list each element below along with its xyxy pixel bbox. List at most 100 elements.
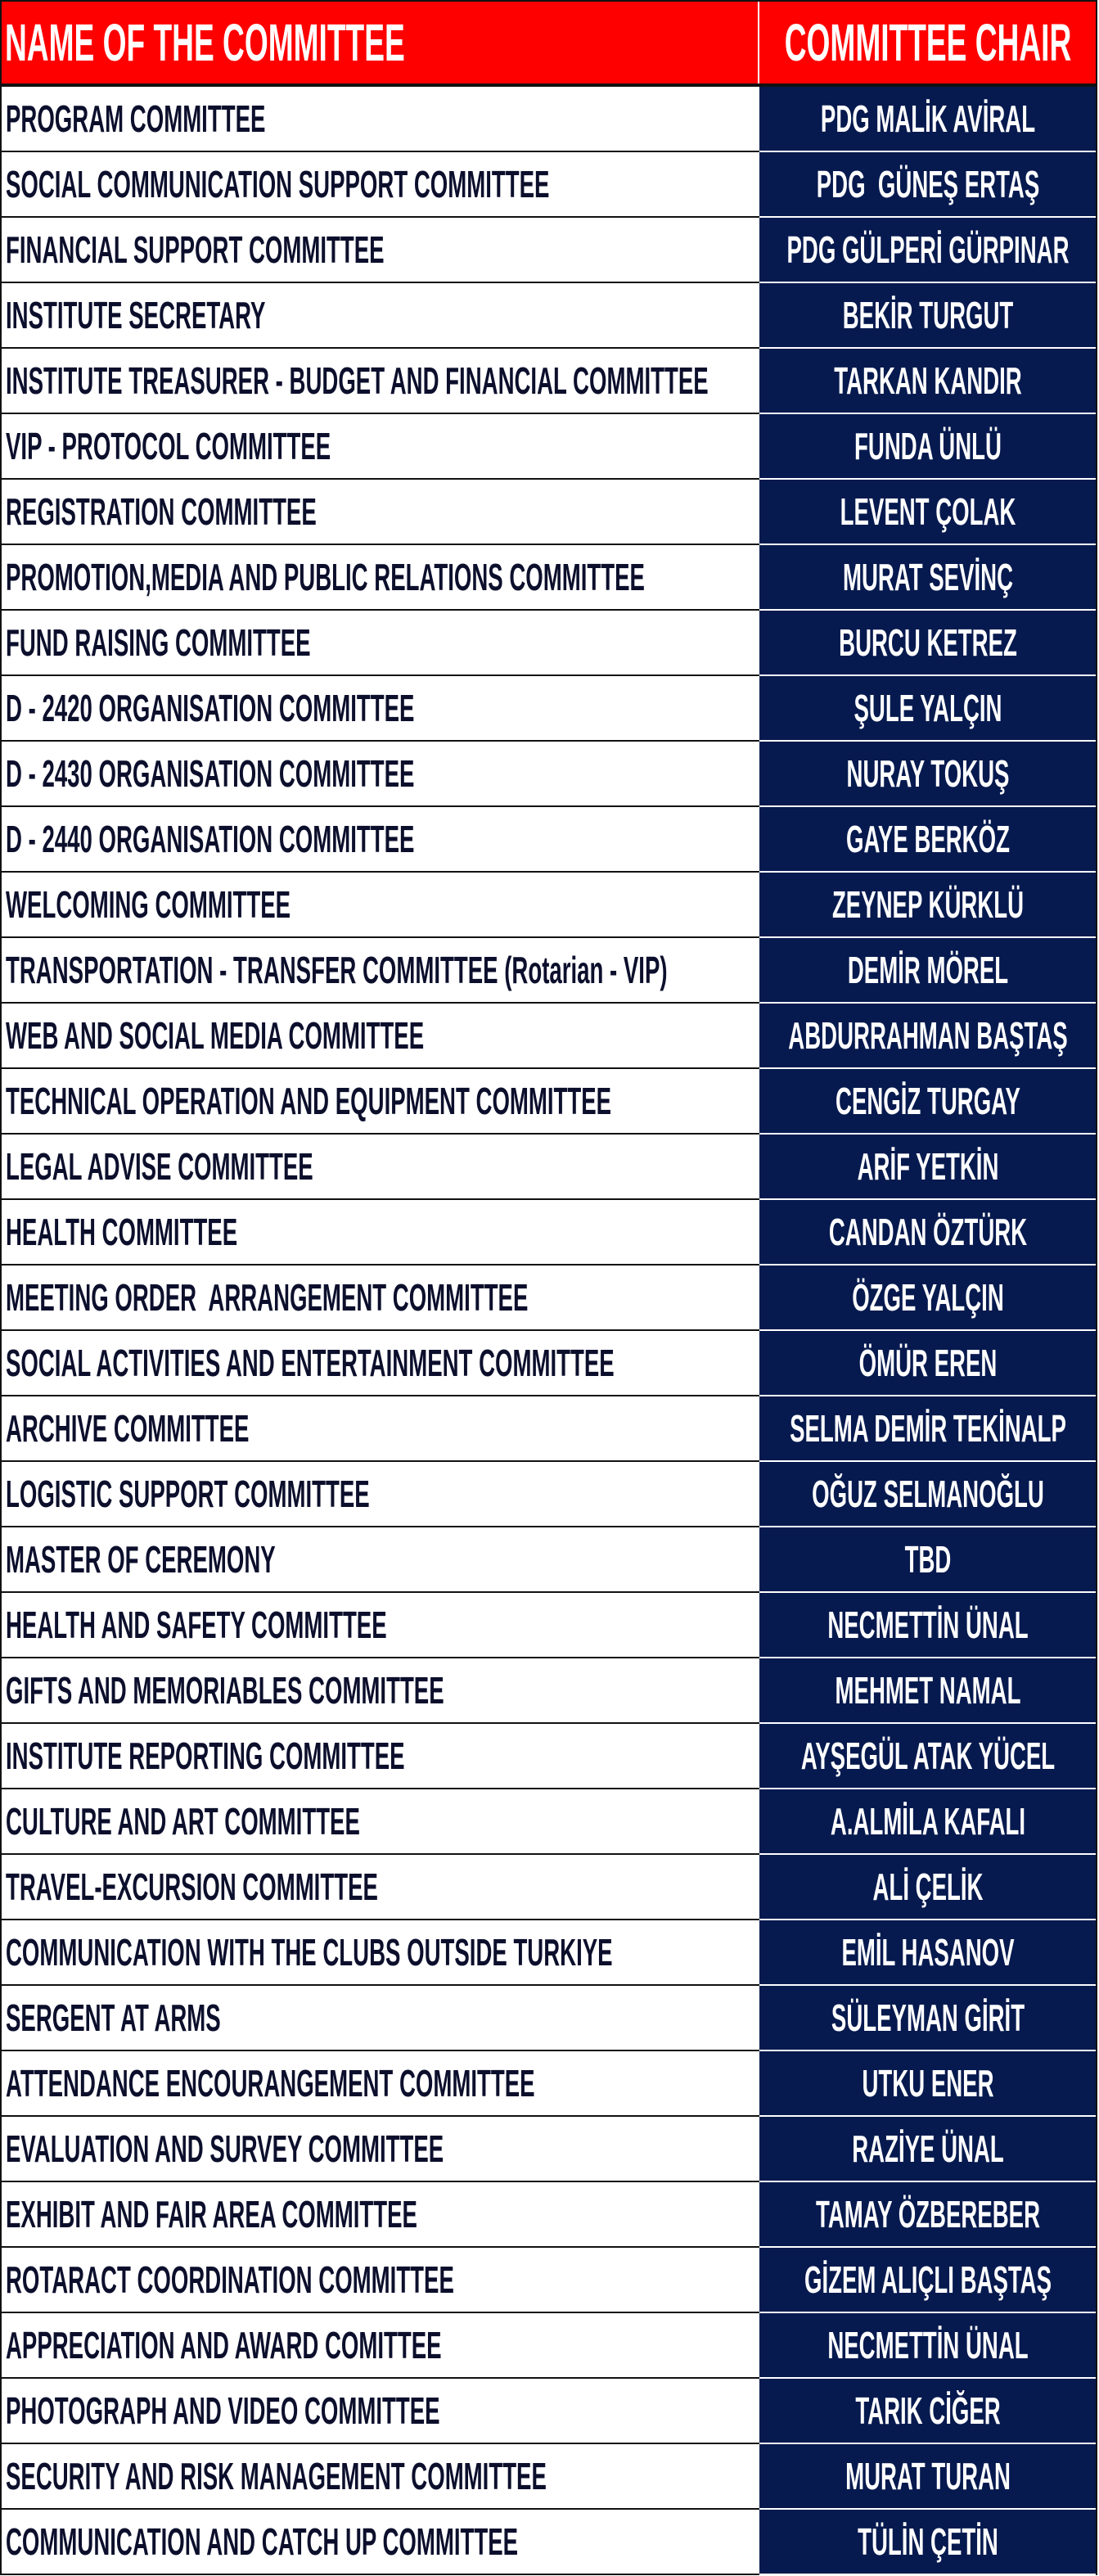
chair-cell: ALİ ÇELİK [759,1855,1096,1920]
table-row: HEALTH AND SAFETY COMMITTEE NECMETTİN ÜNA… [2,1593,1096,1658]
chair-cell: NECMETTİN ÜNAL [759,1593,1096,1658]
chair-cell: ÖMÜR EREN [759,1331,1096,1396]
committee-name: WELCOMING COMMITTEE [6,883,291,926]
header-committee-label: NAME OF THE COMMITTEE [5,13,405,72]
chair-cell: A.ALMİLA KAFALI [759,1789,1096,1855]
committee-cell: TRANSPORTATION - TRANSFER COMMITTEE (Rot… [2,938,759,1004]
chair-name: ÖZGE YALÇIN [851,1276,1004,1319]
chair-cell: SÜLEYMAN GİRİT [759,1986,1096,2051]
committee-cell: D - 2440 ORGANISATION COMMITTEE [2,807,759,873]
table-row: MASTER OF CEREMONY TBD [2,1527,1096,1593]
chair-cell: TAMAY ÖZBEREBER [759,2182,1096,2248]
committee-name: LOGISTIC SUPPORT COMMITTEE [6,1473,370,1515]
chair-name: A.ALMİLA KAFALI [830,1800,1025,1843]
chair-cell: PDG GÜNEŞ ERTAŞ [759,152,1096,218]
committee-name: TRANSPORTATION - TRANSFER COMMITTEE (Rot… [6,949,668,991]
table-row: MEETING ORDER ARRANGEMENT COMMITTEE ÖZGE … [2,1265,1096,1331]
chair-cell: ŞULE YALÇIN [759,676,1096,742]
chair-cell: FUNDA ÜNLÜ [759,414,1096,480]
committee-cell: ATTENDANCE ENCOURANGEMENT COMMITTEE [2,2051,759,2117]
chair-name: PDG MALİK AVİRAL [820,97,1035,140]
chair-name: TARIK CİĞER [854,2389,1001,2432]
chair-cell: MEHMET NAMAL [759,1658,1096,1724]
table-row: TECHNICAL OPERATION AND EQUIPMENT COMMIT… [2,1069,1096,1135]
committee-cell: COMMUNICATION WITH THE CLUBS OUTSIDE TUR… [2,1920,759,1986]
chair-name: CENGİZ TURGAY [835,1080,1020,1122]
chair-name: ABDURRAHMAN BAŞTAŞ [787,1014,1068,1057]
chair-name: NURAY TOKUŞ [846,752,1009,795]
committee-name: MASTER OF CEREMONY [6,1538,276,1581]
chair-cell: UTKU ENER [759,2051,1096,2117]
chair-name: MURAT SEVİNÇ [842,556,1013,598]
chair-cell: CANDAN ÖZTÜRK [759,1200,1096,1265]
table-row: ARCHIVE COMMITTEE SELMA DEMİR TEKİNALP [2,1396,1096,1462]
table-row: TRAVEL-EXCURSION COMMITTEE ALİ ÇELİK [2,1855,1096,1920]
committee-cell: ROTARACT COORDINATION COMMITTEE [2,2248,759,2313]
chair-cell: LEVENT ÇOLAK [759,480,1096,545]
committee-name: SOCIAL COMMUNICATION SUPPORT COMMITTEE [6,163,550,205]
committee-name: D - 2430 ORGANISATION COMMITTEE [6,752,415,795]
committee-name: COMMUNICATION AND CATCH UP COMMITTEE [6,2520,519,2563]
table-row: EVALUATION AND SURVEY COMMITTEE RAZİYE ÜN… [2,2117,1096,2182]
chair-name: BURCU KETREZ [838,621,1017,664]
table-row: ATTENDANCE ENCOURANGEMENT COMMITTEE UTKU … [2,2051,1096,2117]
committee-name: APPRECIATION AND AWARD COMITTEE [6,2324,442,2366]
chair-name: GAYE BERKÖZ [845,818,1010,860]
table-row: INSTITUTE SECRETARY BEKİR TURGUT [2,283,1096,349]
table-row: COMMUNICATION AND CATCH UP COMMITTEE TÜLİ… [2,2510,1096,2575]
committee-name: EXHIBIT AND FAIR AREA COMMITTEE [6,2193,417,2235]
chair-name: GİZEM ALIÇLI BAŞTAŞ [804,2258,1052,2301]
committee-cell: REGISTRATION COMMITTEE [2,480,759,545]
chair-name: UTKU ENER [861,2062,994,2105]
committee-cell: PHOTOGRAPH AND VIDEO COMMITTEE [2,2379,759,2444]
table-row: INSTITUTE REPORTING COMMITTEE AYŞEGÜL ATA… [2,1724,1096,1789]
chair-cell: TARIK CİĞER [759,2379,1096,2444]
committee-cell: D - 2420 ORGANISATION COMMITTEE [2,676,759,742]
committee-cell: WELCOMING COMMITTEE [2,873,759,938]
committee-name: ATTENDANCE ENCOURANGEMENT COMMITTEE [6,2062,535,2105]
committee-cell: VIP - PROTOCOL COMMITTEE [2,414,759,480]
committee-cell: MASTER OF CEREMONY [2,1527,759,1593]
committee-name: EVALUATION AND SURVEY COMMITTEE [6,2127,444,2170]
committee-cell: EXHIBIT AND FAIR AREA COMMITTEE [2,2182,759,2248]
chair-name: AYŞEGÜL ATAK YÜCEL [800,1735,1055,1777]
committee-cell: GIFTS AND MEMORIABLES COMMITTEE [2,1658,759,1724]
table-row: D - 2420 ORGANISATION COMMITTEE ŞULE YALÇ… [2,676,1096,742]
chair-name: PDG GÜLPERİ GÜRPINAR [786,228,1070,271]
header-cell-chair: COMMITTEE CHAIR [759,2,1096,83]
table-row: INSTITUTE TREASURER - BUDGET AND FINANCI… [2,349,1096,414]
chair-cell: MURAT TURAN [759,2444,1096,2510]
chair-cell: ZEYNEP KÜRKLÜ [759,873,1096,938]
table-header: NAME OF THE COMMITTEE COMMITTEE CHAIR [2,2,1096,87]
table-row: PROMOTION,MEDIA AND PUBLIC RELATIONS COM… [2,545,1096,611]
header-chair-label: COMMITTEE CHAIR [784,13,1071,72]
committee-name: PROMOTION,MEDIA AND PUBLIC RELATIONS COM… [6,556,645,598]
table-row: VIP - PROTOCOL COMMITTEE FUNDA ÜNLÜ [2,414,1096,480]
committee-cell: TECHNICAL OPERATION AND EQUIPMENT COMMIT… [2,1069,759,1135]
committee-cell: MEETING ORDER ARRANGEMENT COMMITTEE [2,1265,759,1331]
chair-name: EMİL HASANOV [840,1931,1015,1974]
committee-name: ARCHIVE COMMITTEE [6,1407,250,1450]
committee-cell: EVALUATION AND SURVEY COMMITTEE [2,2117,759,2182]
chair-cell: PDG GÜLPERİ GÜRPINAR [759,218,1096,283]
chair-name: NECMETTİN ÜNAL [827,1604,1029,1646]
committee-name: TRAVEL-EXCURSION COMMITTEE [6,1865,378,1908]
chair-name: BEKİR TURGUT [842,294,1013,336]
chair-cell: SELMA DEMİR TEKİNALP [759,1396,1096,1462]
chair-cell: ARİF YETKİN [759,1135,1096,1200]
committee-cell: INSTITUTE TREASURER - BUDGET AND FINANCI… [2,349,759,414]
committee-cell: CULTURE AND ART COMMITTEE [2,1789,759,1855]
chair-name: SÜLEYMAN GİRİT [831,1996,1025,2039]
committee-name: ROTARACT COORDINATION COMMITTEE [6,2258,454,2301]
committee-name: HEALTH AND SAFETY COMMITTEE [6,1604,387,1646]
committee-name: GIFTS AND MEMORIABLES COMMITTEE [6,1669,444,1712]
chair-cell: CENGİZ TURGAY [759,1069,1096,1135]
chair-name: ZEYNEP KÜRKLÜ [831,883,1024,926]
chair-name: RAZİYE ÜNAL [851,2127,1004,2170]
chair-cell: EMİL HASANOV [759,1920,1096,1986]
committee-cell: D - 2430 ORGANISATION COMMITTEE [2,742,759,807]
committee-name: WEB AND SOCIAL MEDIA COMMITTEE [6,1014,425,1057]
committee-name: HEALTH COMMITTEE [6,1211,238,1253]
committee-cell: SOCIAL COMMUNICATION SUPPORT COMMITTEE [2,152,759,218]
